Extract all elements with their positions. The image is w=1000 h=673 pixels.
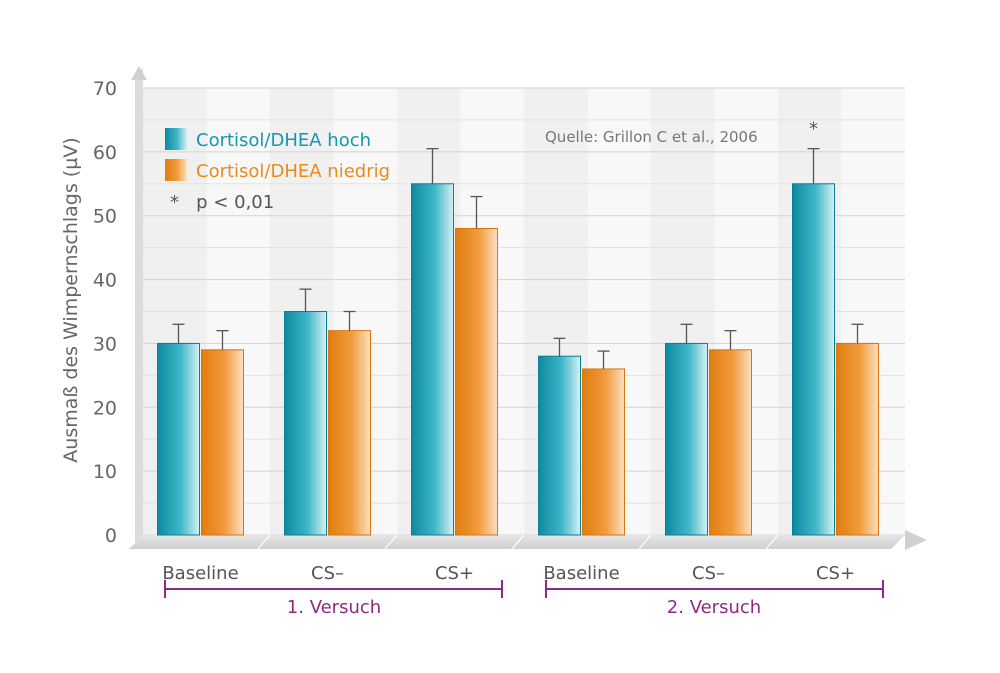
source-note: Quelle: Grillon C et al., 2006 [545, 128, 758, 146]
y-tick-label: 30 [93, 333, 117, 355]
category-label: CS– [311, 563, 344, 584]
y-tick-label: 50 [93, 206, 117, 228]
y-axis-wall [135, 68, 143, 543]
legend-swatch-niedrig [165, 159, 187, 181]
bar [157, 342, 200, 536]
x-axis-arrow [905, 530, 927, 550]
y-tick-label: 70 [93, 78, 117, 100]
legend-label-hoch: Cortisol/DHEA hoch [196, 130, 371, 151]
bar [411, 183, 454, 536]
floor-divider [511, 534, 525, 550]
category-label: Baseline [162, 563, 238, 584]
bar [709, 349, 752, 536]
y-tick-label: 60 [93, 142, 117, 164]
category-label: CS– [692, 563, 725, 584]
floor-divider [257, 534, 271, 550]
group-label-1: 1. Versuch [287, 597, 381, 618]
legend-label-niedrig: Cortisol/DHEA niedrig [196, 161, 390, 182]
significance-mark: * [809, 119, 818, 140]
gridlines [143, 87, 905, 536]
axes [129, 66, 927, 550]
group-bracket-2: 2. Versuch [545, 580, 884, 618]
y-axis-arrow [131, 66, 147, 80]
bar [665, 342, 708, 536]
bar [201, 349, 244, 536]
significance-note: * p < 0,01 [170, 192, 274, 213]
y-tick-label: 20 [93, 397, 117, 419]
bars [157, 148, 879, 536]
bar [284, 311, 327, 536]
bar [792, 183, 835, 536]
y-tick-label: 10 [93, 461, 117, 483]
legend-swatch-hoch [165, 128, 187, 150]
floor-divider [384, 534, 398, 550]
group-label-2: 2. Versuch [667, 597, 761, 618]
floor-divider [638, 534, 652, 550]
group-bracket-1: 1. Versuch [164, 580, 503, 618]
bar [455, 227, 498, 536]
bar [582, 368, 625, 536]
legend: Cortisol/DHEA hoch Cortisol/DHEA niedrig… [165, 128, 390, 213]
bar [328, 330, 371, 536]
bar [836, 342, 879, 536]
axis-labels: 0 10 20 30 40 50 60 70 Baseline CS– CS+ Baseline CS–… [93, 78, 855, 584]
category-label: CS+ [435, 563, 474, 584]
bar [538, 355, 581, 536]
y-tick-label: 40 [93, 270, 117, 292]
category-label: CS+ [816, 563, 855, 584]
y-tick-label: 0 [105, 525, 117, 547]
floor-divider [765, 534, 779, 550]
y-axis-label: Ausmaß des Wimpernschlags (µV) [60, 137, 82, 462]
category-label: Baseline [543, 563, 619, 584]
x-axis-floor [129, 535, 905, 549]
